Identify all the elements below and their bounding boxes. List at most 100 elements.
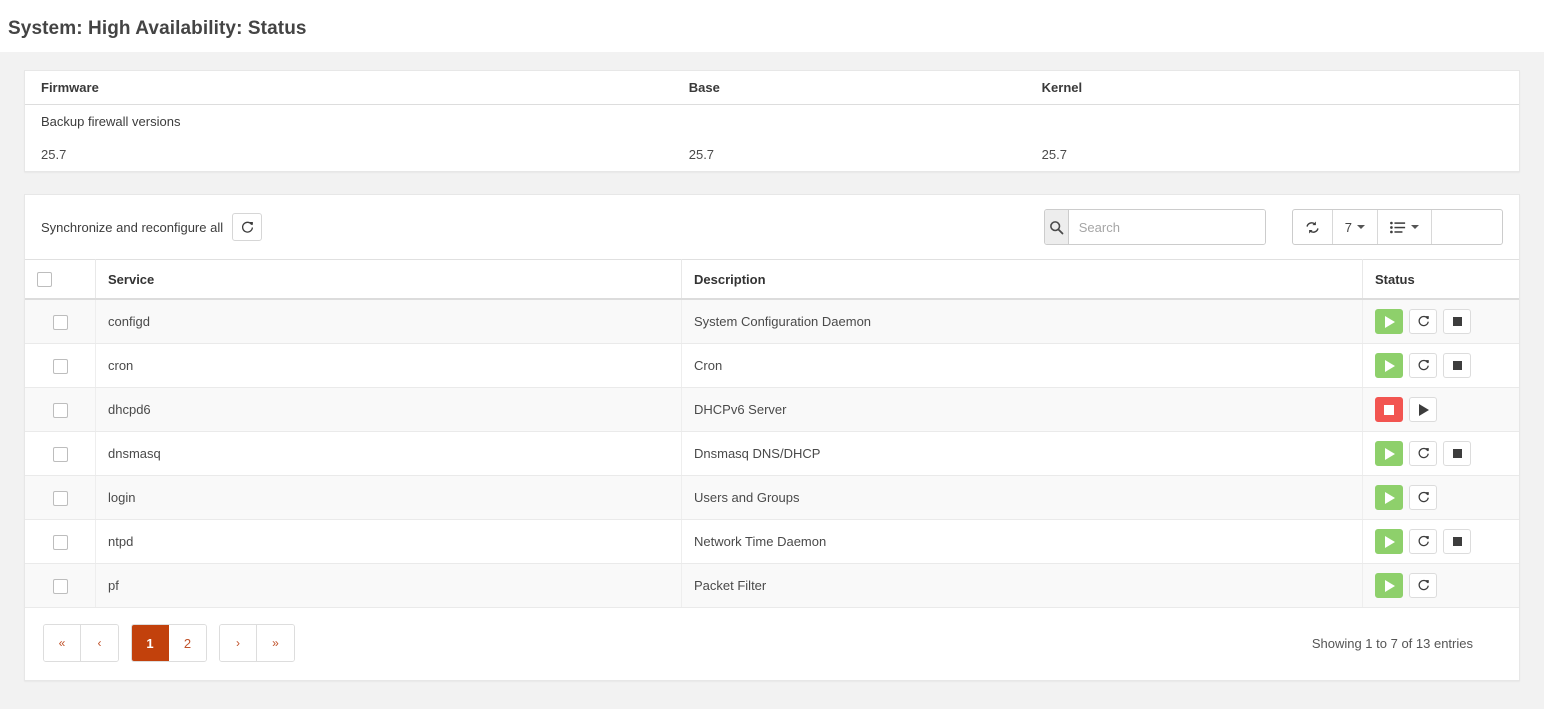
row-select-cell [25, 475, 96, 521]
row-checkbox[interactable] [52, 358, 68, 374]
service-actions [1375, 485, 1507, 511]
pagination-prev-button[interactable]: ‹ [81, 625, 118, 662]
cell-service: dnsmasq [95, 431, 682, 477]
chevron-down-icon [1411, 225, 1419, 229]
restart-icon [1418, 491, 1429, 503]
restart-icon [1418, 359, 1429, 371]
service-actions [1375, 441, 1507, 467]
stop-icon [1452, 449, 1462, 459]
service-running-indicator[interactable] [1375, 441, 1403, 467]
content-area: Backup firewall versions Firmware Base K… [0, 52, 1544, 709]
cell-description: Network Time Daemon [681, 519, 1363, 565]
header-status: Status [1362, 259, 1519, 301]
restart-service-button[interactable] [1409, 309, 1437, 335]
synchronize-group: Synchronize and reconfigure all [41, 213, 263, 241]
service-actions [1375, 573, 1507, 599]
service-actions [1375, 353, 1507, 379]
service-stopped-indicator[interactable] [1375, 397, 1403, 423]
page-size-dropdown[interactable]: 7 [1333, 210, 1378, 244]
play-icon [1385, 579, 1395, 592]
pagination-next-last-group: › » [219, 624, 295, 663]
service-running-indicator[interactable] [1375, 353, 1403, 379]
row-select-cell [25, 519, 96, 565]
cell-service: cron [95, 343, 682, 389]
play-icon [1385, 491, 1395, 504]
cell-description: Packet Filter [681, 563, 1363, 609]
restart-service-button[interactable] [1409, 529, 1437, 555]
versions-header-row: Firmware Base Kernel [25, 71, 1519, 105]
restart-service-button[interactable] [1409, 573, 1437, 599]
row-select-cell [25, 343, 96, 389]
row-checkbox[interactable] [52, 402, 68, 418]
versions-col-firmware: Firmware [25, 71, 673, 105]
table-row: dhcpd6 DHCPv6 Server [25, 387, 1519, 433]
versions-col-kernel: Kernel [1025, 71, 1519, 105]
stop-service-button[interactable] [1443, 441, 1471, 467]
stop-service-button[interactable] [1443, 309, 1471, 335]
pagination-next-button[interactable]: › [220, 625, 257, 662]
page-title: System: High Availability: Status [8, 18, 307, 39]
versions-cell-base: 25.7 [688, 147, 715, 162]
cell-status [1362, 299, 1519, 345]
restart-icon [1418, 447, 1429, 459]
restart-service-button[interactable] [1409, 485, 1437, 511]
table-row: dnsmasq Dnsmasq DNS/DHCP [25, 431, 1519, 477]
backup-firewall-versions-card: Backup firewall versions Firmware Base K… [24, 70, 1520, 172]
row-checkbox[interactable] [52, 490, 68, 506]
pagination-pages-group: 1 2 [131, 624, 207, 663]
search-input[interactable] [1068, 210, 1265, 244]
select-all-checkbox[interactable] [37, 272, 52, 288]
cell-description: Users and Groups [681, 475, 1363, 521]
service-running-indicator[interactable] [1375, 529, 1403, 555]
restart-icon [1418, 535, 1429, 547]
stop-service-button[interactable] [1443, 353, 1471, 379]
table-controls-group: 7 [1291, 209, 1503, 245]
cell-status [1362, 431, 1519, 477]
play-icon [1385, 447, 1395, 460]
service-running-indicator[interactable] [1375, 309, 1403, 335]
column-visibility-dropdown[interactable] [1378, 210, 1432, 244]
restart-icon [1418, 315, 1429, 327]
restart-service-button[interactable] [1409, 353, 1437, 379]
row-select-cell [25, 387, 96, 433]
synchronize-reconfigure-button[interactable] [232, 213, 263, 241]
row-checkbox[interactable] [52, 314, 68, 330]
pagination-page-2[interactable]: 2 [169, 625, 206, 662]
reload-icon [241, 221, 253, 233]
start-service-button[interactable] [1409, 397, 1437, 423]
select-all-header [25, 259, 96, 301]
cell-service: pf [95, 563, 682, 609]
versions-cell-firmware: 25.7 [41, 147, 67, 162]
row-checkbox[interactable] [52, 578, 68, 594]
header-service: Service [95, 259, 682, 301]
row-select-cell [25, 563, 96, 609]
play-icon [1419, 403, 1429, 416]
toolbar-blank-segment [1432, 210, 1502, 244]
table-row: login Users and Groups [25, 475, 1519, 521]
header-description: Description [681, 259, 1363, 301]
cell-status [1362, 343, 1519, 389]
stop-service-button[interactable] [1443, 529, 1471, 555]
row-checkbox[interactable] [52, 534, 68, 550]
cell-service: configd [95, 299, 682, 345]
cell-service: ntpd [95, 519, 682, 565]
pagination-page-1[interactable]: 1 [132, 625, 169, 662]
pagination-first-prev-group: « ‹ [43, 624, 119, 663]
services-table: Service Description Status configd System… [25, 259, 1519, 609]
row-checkbox[interactable] [52, 446, 68, 462]
service-actions [1375, 309, 1507, 335]
services-header-row: Service Description Status [25, 259, 1519, 301]
search-button[interactable] [1044, 210, 1069, 244]
refresh-button[interactable] [1293, 210, 1333, 244]
stop-icon [1384, 404, 1394, 415]
service-running-indicator[interactable] [1375, 573, 1403, 599]
restart-service-button[interactable] [1409, 441, 1437, 467]
cell-status [1362, 475, 1519, 521]
service-running-indicator[interactable] [1375, 485, 1403, 511]
pagination-last-button[interactable]: » [257, 625, 294, 662]
pagination-first-button[interactable]: « [44, 625, 81, 662]
services-pagination: « ‹ 1 2 › » Showing 1 to 7 of 13 entries [25, 608, 1519, 680]
play-icon [1385, 359, 1395, 372]
versions-row: 25.7 25.7 25.7 [25, 138, 1519, 171]
cell-service: dhcpd6 [95, 387, 682, 433]
